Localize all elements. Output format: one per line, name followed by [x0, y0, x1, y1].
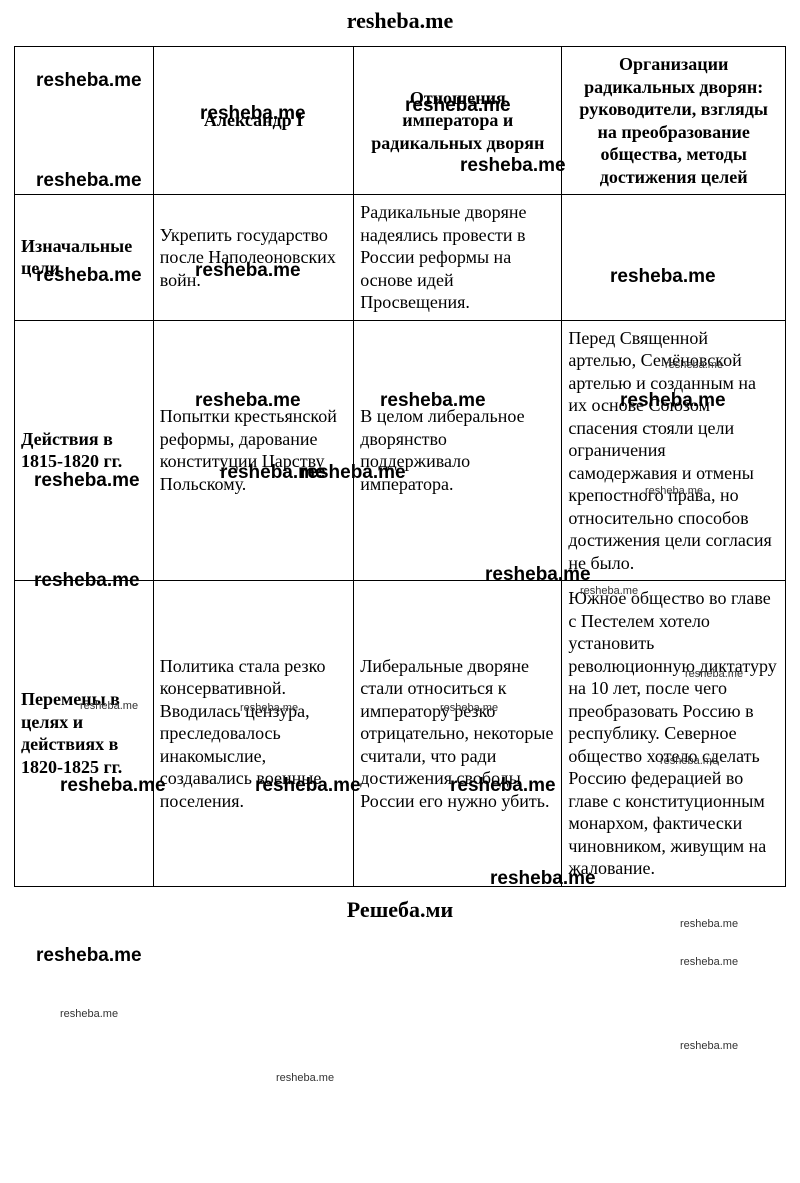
main-table: Александр I Отношения императора и радик… [14, 46, 786, 887]
table-row: Действия в 1815-1820 гг. Попытки крестья… [15, 320, 786, 581]
table-row: Изначальные цели Укрепить государство по… [15, 195, 786, 321]
watermark-small: resheba.me [276, 1072, 334, 1084]
col-header-0 [15, 47, 154, 195]
table-cell [562, 195, 786, 321]
table-cell: Перед Священной артелью, Семёновской арт… [562, 320, 786, 581]
col-header-2: Отношения императора и радикальных дворя… [354, 47, 562, 195]
watermark-small: resheba.me [680, 956, 738, 968]
table-cell: В целом либеральное дворянство поддержив… [354, 320, 562, 581]
col-header-3: Организации радикальных дворян: руководи… [562, 47, 786, 195]
row-label: Изначальные цели [15, 195, 154, 321]
watermark-small: resheba.me [60, 1008, 118, 1020]
col-header-1: Александр I [153, 47, 353, 195]
row-label: Действия в 1815-1820 гг. [15, 320, 154, 581]
page-header: resheba.me [0, 0, 800, 46]
table-cell: Политика стала резко консервативной. Вво… [153, 581, 353, 887]
watermark-bold: resheba.me [36, 945, 142, 967]
watermark-small: resheba.me [680, 1040, 738, 1052]
table-cell: Либеральные дворяне стали относиться к и… [354, 581, 562, 887]
table-row: Перемены в целях и действиях в 1820-1825… [15, 581, 786, 887]
table-cell: Укрепить государство после Наполеоновски… [153, 195, 353, 321]
table-header-row: Александр I Отношения императора и радик… [15, 47, 786, 195]
row-label: Перемены в целях и действиях в 1820-1825… [15, 581, 154, 887]
page-footer: Решеба.ми [0, 887, 800, 933]
table-cell: Попытки крестьянской реформы, дарование … [153, 320, 353, 581]
table-cell: Южное общество во главе с Пестелем хотел… [562, 581, 786, 887]
table-cell: Радикальные дворяне надеялись провести в… [354, 195, 562, 321]
